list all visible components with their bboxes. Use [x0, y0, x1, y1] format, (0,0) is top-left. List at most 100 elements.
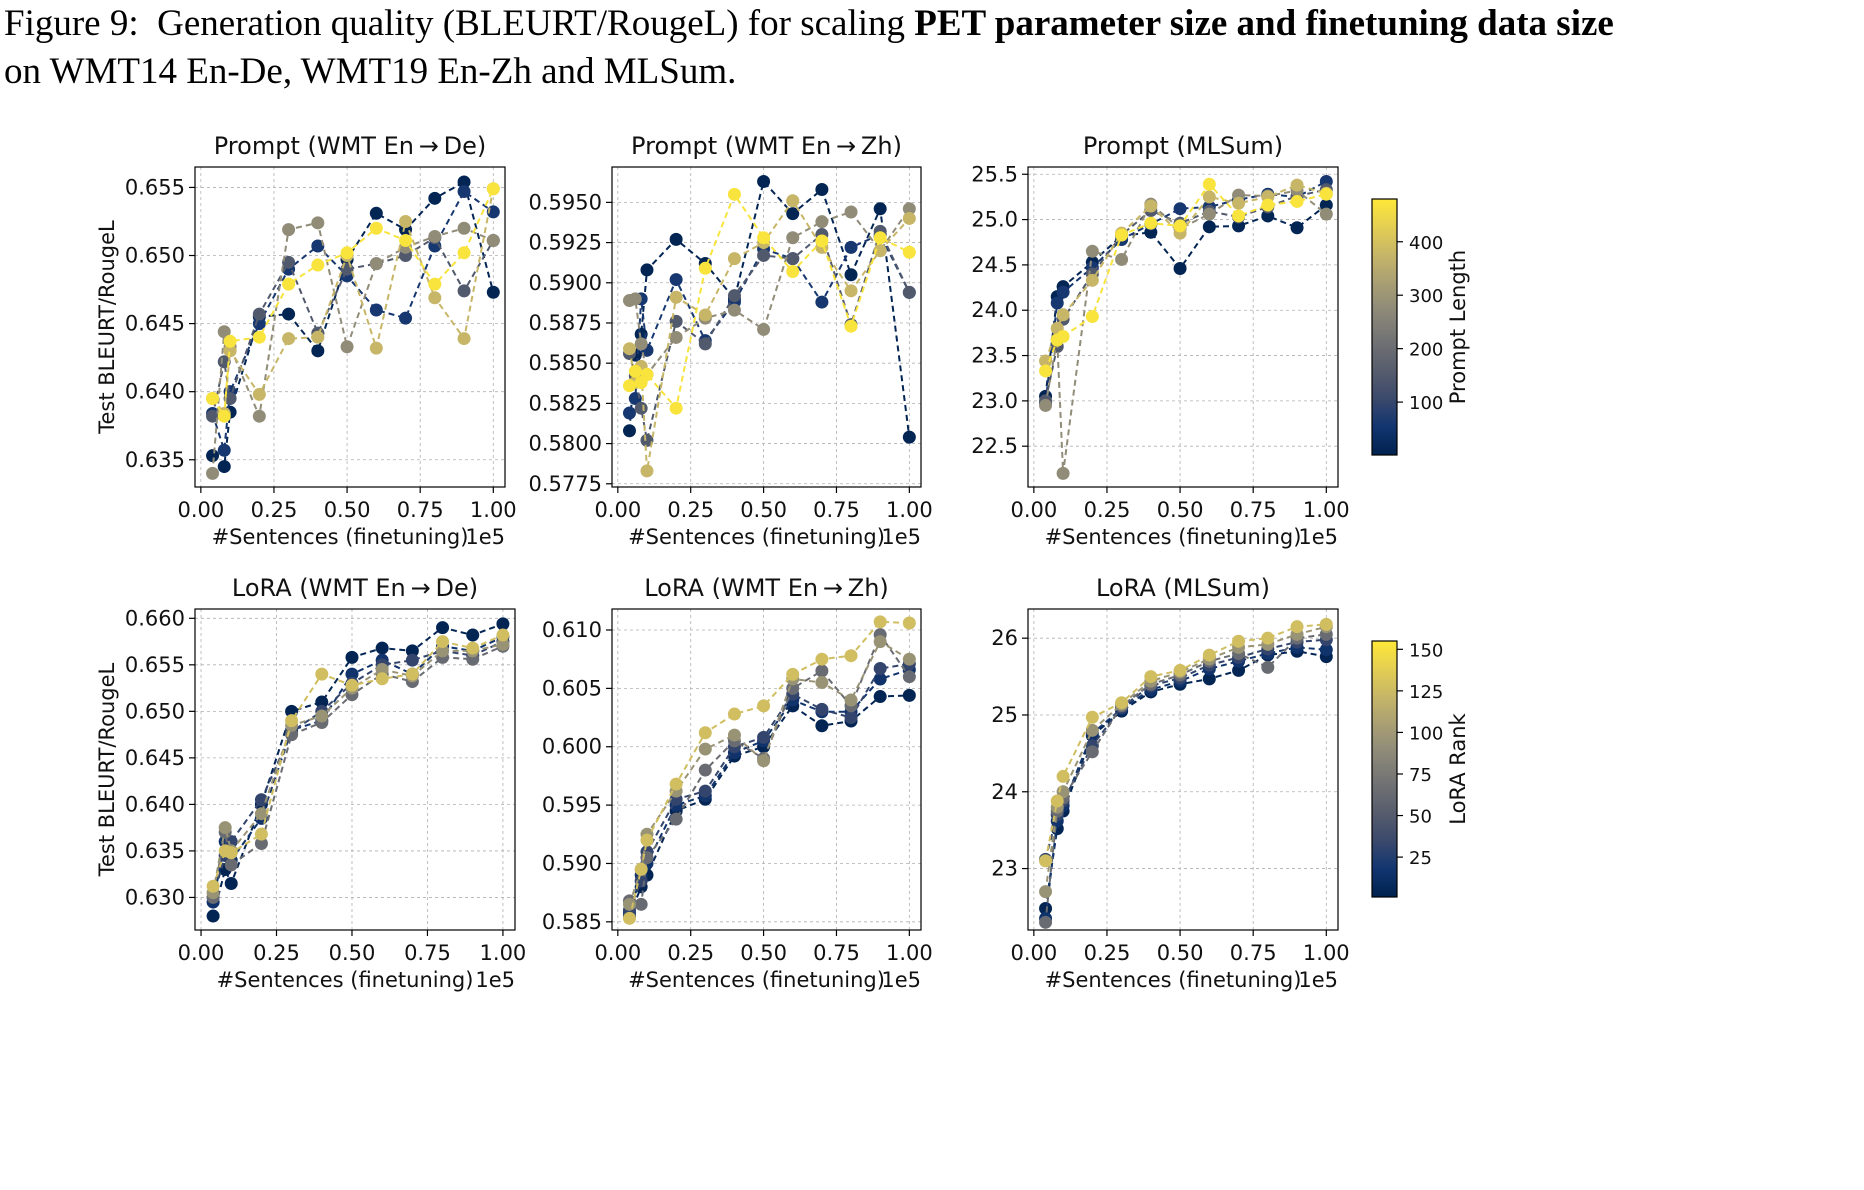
data-point	[224, 835, 238, 849]
series-group	[622, 615, 916, 925]
x-axis-label: #Sentences (finetuning)	[1045, 968, 1302, 992]
y-tick-label: 0.655	[125, 175, 185, 199]
data-point	[902, 688, 916, 702]
series-line-5	[211, 188, 495, 417]
data-point	[254, 793, 268, 807]
y-tick-label: 0.5875	[529, 311, 602, 335]
series-line-2	[212, 635, 504, 903]
data-point	[698, 763, 712, 777]
colorbar-gradient	[1371, 198, 1398, 456]
colorbar-tick-label: 100	[1409, 723, 1443, 744]
y-tick-label: 0.585	[542, 910, 602, 934]
data-point	[1056, 769, 1070, 783]
data-point	[698, 742, 712, 756]
x-tick-label: 1.00	[1303, 941, 1350, 965]
series-line-1	[211, 180, 495, 469]
x-tick-label: 0.00	[177, 498, 224, 522]
y-tick-label: 0.5825	[529, 391, 602, 415]
data-point	[369, 257, 383, 271]
colorbar-gradient	[1371, 640, 1398, 898]
data-point	[873, 635, 887, 649]
y-tick-label: 24	[991, 780, 1018, 804]
data-point	[902, 202, 916, 216]
data-point	[902, 430, 916, 444]
data-point	[405, 667, 419, 681]
data-point	[1202, 220, 1216, 234]
data-point	[436, 644, 450, 658]
data-point	[1290, 194, 1304, 208]
data-point	[640, 833, 654, 847]
data-point	[1319, 617, 1333, 631]
data-point	[1039, 885, 1053, 899]
data-point	[902, 670, 916, 684]
data-point	[315, 695, 329, 709]
data-point	[698, 261, 712, 275]
data-point	[1085, 244, 1099, 258]
data-point	[873, 662, 887, 676]
data-point	[1144, 216, 1158, 230]
data-point	[786, 231, 800, 245]
data-point	[206, 879, 220, 893]
plot-frame	[611, 608, 922, 931]
colorbar-tick-label: 125	[1409, 682, 1443, 703]
data-point	[1050, 794, 1064, 808]
data-point	[873, 690, 887, 704]
data-point	[369, 221, 383, 235]
data-point	[757, 322, 771, 336]
data-point	[217, 443, 231, 457]
x-axis: 0.00 0.25 0.50 0.75 1.00	[594, 167, 933, 522]
y-tick-label: 0.650	[125, 699, 185, 723]
y-tick-label: 26	[991, 626, 1018, 650]
colorbar-label: LoRA Rank	[1446, 712, 1470, 824]
data-point	[1039, 364, 1053, 378]
chart-panel-5: 0.00 0.25 0.50 0.75 1.00 0.585 0.590 0.595 0.600…	[542, 574, 933, 992]
data-point	[457, 246, 471, 260]
colorbar-tick-label: 75	[1409, 765, 1432, 786]
data-point	[223, 344, 237, 358]
x-axis: 0.00 0.25 0.50 0.75 1.00	[178, 609, 526, 965]
data-point	[786, 207, 800, 221]
data-point	[1232, 196, 1246, 210]
x-tick-label: 0.50	[1157, 498, 1204, 522]
y-tick-label: 0.595	[542, 793, 602, 817]
data-point	[628, 292, 642, 306]
data-point	[1050, 296, 1064, 310]
x-axis-label: #Sentences (finetuning)	[217, 968, 474, 992]
series-group	[206, 617, 510, 923]
data-point	[815, 295, 829, 309]
data-point	[873, 615, 887, 629]
y-axis-label: Test BLEURT/RougeL	[95, 662, 119, 877]
data-point	[1115, 252, 1129, 266]
data-point	[1115, 228, 1129, 242]
data-point	[844, 268, 858, 282]
series-line-2	[1044, 646, 1327, 919]
y-tick-label: 0.600	[542, 735, 602, 759]
data-point	[405, 644, 419, 658]
data-point	[369, 303, 383, 317]
data-point	[902, 652, 916, 666]
data-point	[218, 821, 232, 835]
data-point	[1056, 466, 1070, 480]
data-point	[698, 784, 712, 798]
colorbar-tick-label: 300	[1409, 286, 1443, 307]
data-point	[1039, 915, 1053, 929]
colorbar-tick-label: 400	[1409, 233, 1443, 254]
data-point	[1039, 398, 1053, 412]
data-point	[669, 273, 683, 287]
data-point	[1039, 854, 1053, 868]
data-point	[622, 342, 636, 356]
data-point	[757, 699, 771, 713]
y-tick-label: 24.5	[971, 253, 1018, 277]
data-point	[282, 277, 296, 291]
data-point	[634, 337, 648, 351]
caption-bold-text: PET parameter size and finetuning data s…	[914, 3, 1614, 44]
data-point	[206, 409, 220, 423]
y-tick-label: 25	[991, 703, 1018, 727]
x-axis-offset: 1e5	[881, 525, 921, 549]
x-axis-label: #Sentences (finetuning)	[628, 968, 885, 992]
data-point	[669, 290, 683, 304]
x-axis-label: #Sentences (finetuning)	[212, 525, 469, 549]
data-point	[457, 332, 471, 346]
y-tick-label: 25.0	[971, 208, 1018, 232]
